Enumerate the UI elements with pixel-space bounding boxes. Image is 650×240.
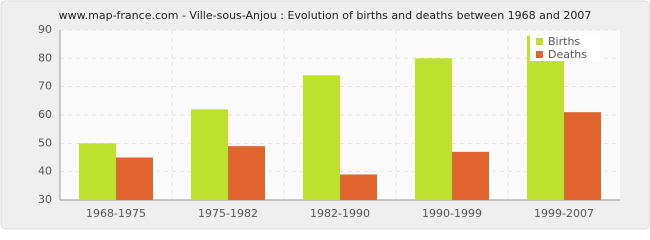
y-tick-label: 90: [38, 23, 52, 36]
x-tick-label: 1968-1975: [86, 207, 146, 220]
x-tick-label: 1982-1990: [310, 207, 370, 220]
x-tick-label: 1990-1999: [422, 207, 482, 220]
legend-swatch: [536, 51, 543, 58]
bar: [564, 112, 601, 200]
y-tick-label: 30: [38, 193, 52, 206]
bar: [191, 109, 228, 200]
bar: [527, 35, 564, 200]
legend-label: Deaths: [548, 48, 587, 61]
x-tick-label: 1975-1982: [198, 207, 258, 220]
legend-swatch: [536, 38, 543, 45]
bar: [303, 75, 340, 200]
y-tick-label: 50: [38, 136, 52, 149]
bar: [79, 143, 116, 200]
chart: www.map-france.com - Ville-sous-Anjou : …: [0, 0, 650, 230]
bar: [340, 174, 377, 200]
bar: [228, 146, 265, 200]
y-tick-label: 40: [38, 165, 52, 178]
y-tick-label: 60: [38, 108, 52, 121]
y-tick-label: 70: [38, 80, 52, 93]
chart-title: www.map-france.com - Ville-sous-Anjou : …: [59, 9, 592, 22]
bar: [415, 58, 452, 201]
x-tick-label: 1999-2007: [534, 207, 594, 220]
legend-label: Births: [548, 35, 580, 48]
y-tick-label: 80: [38, 51, 52, 64]
bar: [452, 151, 489, 200]
bar: [116, 157, 153, 200]
